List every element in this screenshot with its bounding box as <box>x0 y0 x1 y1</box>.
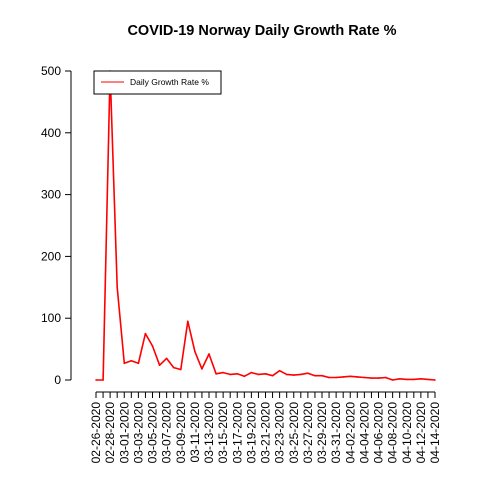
x-tick-label: 03-19-2020 <box>244 402 258 464</box>
legend-box <box>93 70 222 95</box>
data-point <box>363 376 366 379</box>
x-tick-label: 04-14-2020 <box>428 402 442 464</box>
data-point <box>307 372 309 375</box>
data-point <box>116 286 118 289</box>
data-point <box>137 362 140 365</box>
data-point <box>95 379 97 381</box>
x-tick-label: 04-02-2020 <box>343 402 357 464</box>
x-tick-label: 03-13-2020 <box>202 402 216 464</box>
x-tick-label: 03-15-2020 <box>216 402 230 464</box>
data-point <box>172 366 175 369</box>
data-point <box>243 375 246 378</box>
y-axis: 0 100 200 300 400 500 <box>41 64 72 387</box>
y-tick-label: 300 <box>41 188 61 202</box>
data-point <box>434 379 436 381</box>
x-tick-label: 03-21-2020 <box>259 402 273 464</box>
x-tick-label: 03-25-2020 <box>287 402 301 464</box>
data-point <box>384 376 387 379</box>
data-point <box>257 373 260 376</box>
legend: Daily Growth Rate % <box>93 70 222 95</box>
data-point <box>236 373 239 375</box>
data-point <box>427 378 429 381</box>
y-tick-label: 400 <box>41 126 61 140</box>
x-tick-label: 03-09-2020 <box>174 402 188 464</box>
data-point <box>391 379 394 381</box>
data-point <box>222 371 224 374</box>
data-point <box>405 378 408 381</box>
data-point <box>370 377 373 379</box>
x-tick-label: 04-08-2020 <box>386 402 400 464</box>
data-point <box>349 375 352 378</box>
x-tick-label: 03-29-2020 <box>315 402 329 464</box>
series-line-0 <box>96 70 436 381</box>
x-tick-label: 03-17-2020 <box>230 402 244 464</box>
data-point <box>130 360 133 362</box>
data-point <box>278 369 281 372</box>
x-tick-label: 03-03-2020 <box>131 402 145 464</box>
x-tick-label: 03-31-2020 <box>329 402 343 464</box>
data-point <box>201 368 203 370</box>
x-tick-label: 03-11-2020 <box>188 402 202 463</box>
data-point <box>144 332 147 335</box>
data-point <box>398 377 401 380</box>
x-tick-label: 02-26-2020 <box>89 402 103 464</box>
data-point <box>215 373 217 375</box>
x-tick-label: 04-10-2020 <box>400 402 414 464</box>
data-point <box>208 353 210 355</box>
data-point <box>420 377 422 380</box>
data-point <box>328 376 330 379</box>
x-tick-label: 03-07-2020 <box>160 402 174 464</box>
x-tick-label: 03-27-2020 <box>301 402 315 464</box>
data-point <box>151 345 154 347</box>
data-point <box>123 362 126 365</box>
data-point <box>285 373 288 376</box>
data-point <box>356 376 359 378</box>
data-point <box>292 374 295 376</box>
data-point <box>321 374 323 377</box>
data-point <box>229 373 231 376</box>
data-point <box>335 376 337 379</box>
data-point <box>264 373 267 375</box>
data-point <box>158 364 161 366</box>
data-point <box>179 368 182 371</box>
legend-label: Daily Growth Rate % <box>130 77 209 87</box>
data-point <box>187 320 189 323</box>
x-tick-label: 03-23-2020 <box>273 402 287 464</box>
x-tick-label: 04-06-2020 <box>372 402 386 464</box>
data-point <box>342 376 344 378</box>
x-tick-label: 04-04-2020 <box>357 402 371 464</box>
y-tick-label: 100 <box>41 311 61 325</box>
x-axis: 02-26-2020 02-28-2020 03-01-2020 03-03-2020… <box>89 391 442 464</box>
x-tick-label: 03-01-2020 <box>117 402 131 464</box>
data-point <box>165 357 168 360</box>
data-point <box>300 373 302 376</box>
x-tick-label: 03-05-2020 <box>146 402 160 464</box>
data-point <box>413 378 415 381</box>
chart-title: COVID-19 Norway Daily Growth Rate % <box>127 23 396 39</box>
data-point <box>314 374 316 377</box>
data-point <box>250 371 253 374</box>
data-point <box>271 374 274 377</box>
data-point <box>194 350 196 353</box>
y-tick-label: 200 <box>41 249 61 263</box>
data-point <box>377 377 380 379</box>
y-tick-label: 500 <box>41 64 61 78</box>
data-point <box>102 379 104 381</box>
series-layer <box>95 70 436 381</box>
x-tick-label: 04-12-2020 <box>414 402 428 464</box>
y-tick-label: 0 <box>54 373 61 387</box>
x-tick-label: 02-28-2020 <box>103 402 117 464</box>
